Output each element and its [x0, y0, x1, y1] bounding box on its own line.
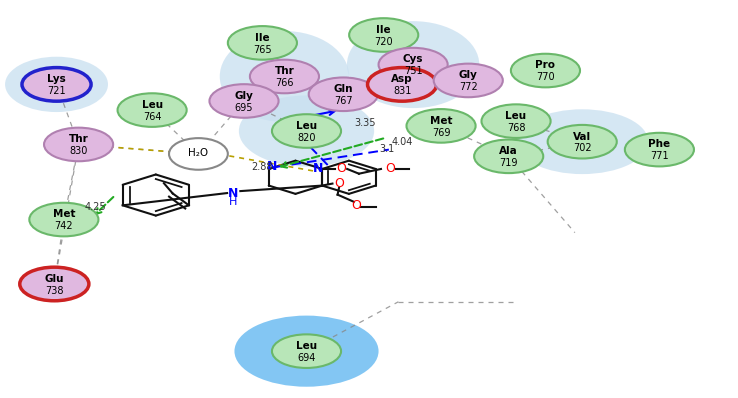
Circle shape: [169, 138, 228, 170]
Ellipse shape: [548, 125, 617, 158]
Ellipse shape: [625, 133, 694, 166]
Text: Gln: Gln: [334, 84, 353, 94]
Ellipse shape: [20, 267, 89, 301]
Text: 695: 695: [235, 103, 253, 113]
Text: 831: 831: [393, 86, 411, 96]
Text: O: O: [384, 162, 395, 176]
Text: 768: 768: [507, 123, 525, 133]
Ellipse shape: [434, 64, 503, 97]
Ellipse shape: [379, 48, 448, 82]
Text: 2.88: 2.88: [252, 162, 273, 172]
Text: Leu: Leu: [506, 111, 527, 121]
Text: 742: 742: [55, 221, 73, 231]
Text: N: N: [314, 162, 324, 176]
Text: H: H: [229, 197, 237, 207]
Text: Phe: Phe: [649, 139, 671, 150]
Text: Pro: Pro: [536, 60, 556, 70]
Text: 772: 772: [459, 82, 477, 92]
Text: Met: Met: [430, 116, 452, 126]
Text: 3.1: 3.1: [380, 144, 395, 154]
Text: 720: 720: [374, 37, 393, 47]
Ellipse shape: [474, 140, 543, 173]
Text: Ala: Ala: [500, 146, 518, 156]
Ellipse shape: [511, 54, 580, 87]
Text: 719: 719: [500, 158, 518, 168]
Text: Gly: Gly: [235, 91, 253, 101]
Text: Ile: Ile: [255, 33, 269, 43]
Text: Glu: Glu: [44, 274, 64, 284]
Ellipse shape: [272, 114, 341, 148]
Text: 765: 765: [253, 45, 272, 55]
Ellipse shape: [210, 84, 278, 118]
Text: 769: 769: [432, 128, 450, 138]
Text: 751: 751: [404, 66, 422, 76]
Ellipse shape: [44, 128, 113, 161]
Text: Met: Met: [52, 209, 75, 219]
Ellipse shape: [481, 104, 551, 138]
Text: O: O: [334, 177, 344, 190]
Ellipse shape: [5, 57, 108, 112]
Text: 3.35: 3.35: [354, 118, 376, 128]
Ellipse shape: [347, 21, 479, 108]
Text: O: O: [351, 199, 361, 212]
Text: Leu: Leu: [142, 100, 162, 110]
Text: Leu: Leu: [296, 121, 317, 131]
Ellipse shape: [22, 68, 91, 101]
Text: 767: 767: [334, 96, 353, 106]
Ellipse shape: [368, 68, 437, 101]
Text: Thr: Thr: [69, 134, 89, 144]
Ellipse shape: [349, 18, 418, 52]
Ellipse shape: [239, 96, 374, 167]
Ellipse shape: [407, 109, 475, 142]
Ellipse shape: [308, 78, 378, 111]
Ellipse shape: [250, 60, 319, 93]
Text: Val: Val: [573, 132, 591, 142]
Text: 830: 830: [69, 146, 88, 156]
Ellipse shape: [228, 26, 297, 60]
Text: Asp: Asp: [391, 74, 413, 84]
Text: 4.04: 4.04: [391, 137, 413, 147]
Text: 820: 820: [297, 133, 316, 143]
Text: 4.25: 4.25: [85, 202, 106, 212]
Text: H₂O: H₂O: [188, 148, 209, 158]
Text: N: N: [267, 160, 277, 174]
Ellipse shape: [30, 203, 98, 236]
Ellipse shape: [235, 316, 379, 387]
Text: 764: 764: [143, 112, 162, 122]
Text: Leu: Leu: [296, 341, 317, 351]
Text: 766: 766: [275, 78, 294, 88]
Text: Ile: Ile: [376, 25, 391, 35]
Text: Gly: Gly: [459, 70, 477, 80]
Text: Lys: Lys: [47, 74, 66, 84]
Text: Cys: Cys: [403, 55, 424, 64]
Text: 721: 721: [47, 86, 66, 96]
Text: 770: 770: [536, 72, 555, 82]
Ellipse shape: [117, 93, 187, 127]
Text: 702: 702: [573, 143, 592, 153]
Ellipse shape: [516, 109, 649, 174]
Text: 694: 694: [297, 353, 316, 363]
Text: Thr: Thr: [275, 66, 294, 76]
Text: O: O: [337, 162, 346, 176]
Text: 738: 738: [45, 286, 63, 296]
Ellipse shape: [272, 334, 341, 368]
Text: N: N: [228, 187, 238, 200]
Text: 771: 771: [650, 151, 669, 161]
Ellipse shape: [220, 31, 349, 122]
